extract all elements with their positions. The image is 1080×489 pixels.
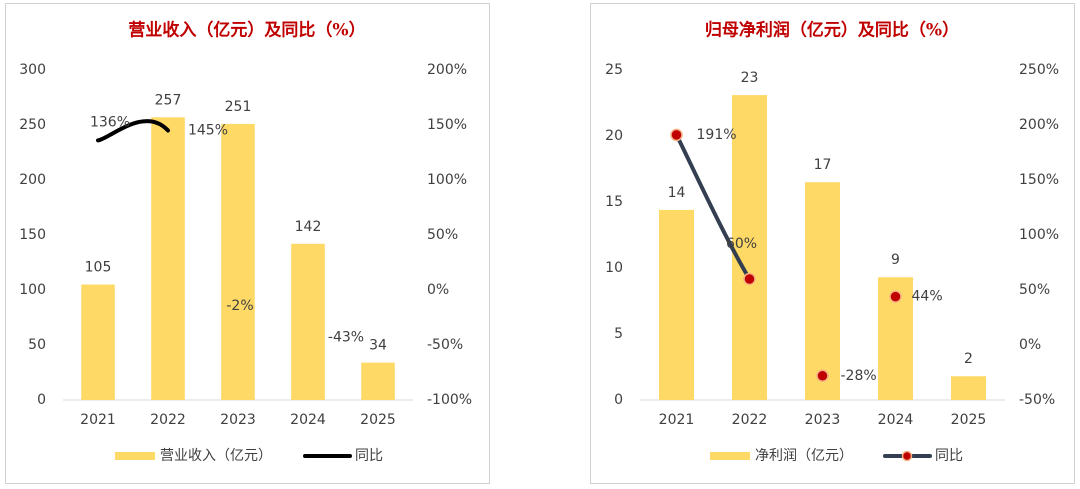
y2-tick-label: -50%	[427, 337, 463, 353]
y2-tick-label: 100%	[1019, 227, 1059, 243]
y2-tick-label: 0%	[427, 282, 449, 298]
line	[674, 132, 752, 281]
x-tick-label: 2022	[732, 412, 768, 428]
y-tick-label: 250	[19, 117, 46, 133]
x-tick-label: 2024	[878, 412, 914, 428]
y-tick-label: 5	[614, 326, 623, 342]
y-tick-label: 0	[614, 392, 623, 408]
legend-label: 净利润（亿元）	[755, 448, 853, 464]
bar	[361, 362, 395, 400]
y2-tick-label: 150%	[1019, 172, 1059, 188]
chart-title: 归母净利润（亿元）及同比（%）	[705, 20, 959, 41]
line-value-label: 191%	[697, 127, 737, 143]
bar	[731, 95, 768, 400]
bar-value-label: 257	[155, 92, 182, 108]
bar-value-label: 9	[891, 252, 900, 268]
bar	[804, 182, 841, 400]
legend-marker	[901, 450, 913, 462]
x-tick-label: 2023	[220, 412, 256, 428]
y-tick-label: 25	[605, 62, 623, 78]
line-value-label: 136%	[90, 114, 130, 130]
y2-tick-label: 200%	[427, 62, 467, 78]
legend-swatch	[115, 452, 155, 460]
x-tick-label: 2022	[150, 412, 186, 428]
line-marker	[889, 290, 902, 303]
y-tick-label: 300	[19, 62, 46, 78]
y-tick-label: 150	[19, 227, 46, 243]
y2-tick-label: -50%	[1019, 392, 1055, 408]
line-value-label: -43%	[328, 329, 364, 345]
line-marker	[743, 272, 756, 286]
legend-label: 同比	[935, 448, 963, 464]
bar-value-label: 34	[369, 338, 387, 354]
bar	[291, 243, 325, 400]
legend-swatch	[710, 452, 750, 460]
x-tick-label: 2021	[80, 412, 116, 428]
y2-tick-label: 50%	[427, 227, 458, 243]
y-tick-label: 50	[28, 337, 46, 353]
y2-tick-label: 200%	[1019, 117, 1059, 133]
y2-tick-label: -100%	[427, 392, 472, 408]
x-tick-label: 2025	[360, 412, 396, 428]
line-marker	[670, 128, 683, 142]
bar-value-label: 251	[225, 99, 252, 115]
bar-value-label: 23	[741, 70, 759, 86]
y2-tick-label: 150%	[427, 117, 467, 133]
y-tick-label: 0	[37, 392, 46, 408]
bar	[81, 284, 115, 400]
line-value-label: -2%	[226, 298, 253, 314]
x-tick-label: 2025	[951, 412, 987, 428]
line	[96, 119, 170, 143]
bar	[151, 117, 185, 401]
x-tick-label: 2023	[805, 412, 841, 428]
y-tick-label: 20	[605, 128, 623, 144]
y-tick-label: 200	[19, 172, 46, 188]
bar-value-label: 105	[85, 260, 112, 276]
legend-label: 同比	[355, 448, 383, 464]
y2-tick-label: 250%	[1019, 62, 1059, 78]
bar-value-label: 17	[814, 157, 832, 173]
line-value-label: -28%	[841, 368, 877, 384]
y2-tick-label: 100%	[427, 172, 467, 188]
y2-tick-label: 50%	[1019, 282, 1050, 298]
y2-tick-label: 0%	[1019, 337, 1041, 353]
bar-value-label: 142	[295, 219, 322, 235]
x-tick-label: 2024	[290, 412, 326, 428]
y-tick-label: 10	[605, 260, 623, 276]
line-value-label: 145%	[188, 123, 228, 139]
chart-title: 营业收入（亿元）及同比（%）	[128, 20, 365, 41]
bar-value-label: 14	[668, 185, 686, 201]
y-tick-label: 100	[19, 282, 46, 298]
x-tick-label: 2021	[659, 412, 695, 428]
y-tick-label: 15	[605, 194, 623, 210]
legend-label: 营业收入（亿元）	[160, 448, 272, 464]
line-value-label: 60%	[726, 236, 757, 252]
line-value-label: 44%	[912, 289, 943, 305]
bar	[221, 123, 255, 401]
bar	[950, 376, 987, 400]
bar	[658, 209, 695, 400]
line-marker	[816, 369, 829, 383]
bar-value-label: 2	[964, 351, 973, 367]
